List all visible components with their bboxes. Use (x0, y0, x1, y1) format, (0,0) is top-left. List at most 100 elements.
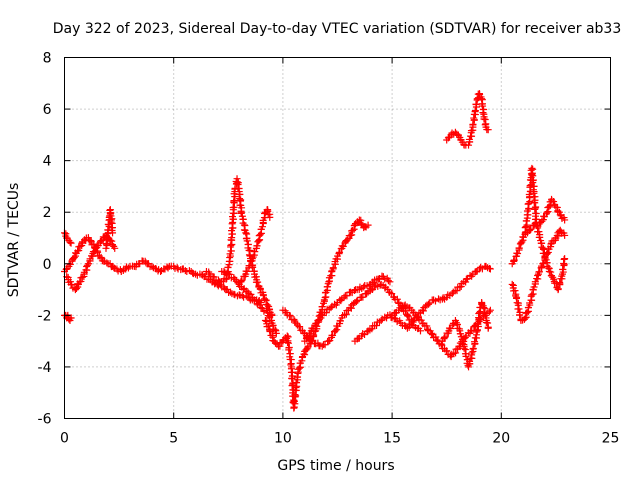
data-point (470, 114, 478, 122)
data-point (456, 330, 464, 338)
data-point (261, 317, 269, 325)
data-point (528, 171, 536, 179)
data-point (460, 344, 468, 352)
data-point (257, 304, 265, 312)
data-point (373, 322, 381, 330)
data-point (325, 337, 333, 345)
y-tick-label: 0 (43, 257, 52, 273)
data-point (124, 264, 132, 272)
data-point (386, 278, 394, 286)
data-point (242, 229, 250, 237)
x-tick-label: 20 (492, 431, 510, 447)
data-point (370, 279, 378, 287)
x-axis-label: GPS time / hours (277, 458, 394, 474)
x-tick-label: 25 (602, 431, 620, 447)
data-point (325, 278, 333, 286)
data-point (90, 247, 98, 255)
data-point (327, 304, 335, 312)
data-point (484, 319, 492, 327)
data-point (67, 314, 75, 322)
data-point (293, 373, 301, 381)
data-point (547, 268, 555, 276)
data-point (269, 321, 277, 329)
data-point (286, 312, 294, 320)
data-point (229, 213, 237, 221)
data-point (107, 218, 115, 226)
data-point (264, 301, 272, 309)
data-point (527, 225, 535, 233)
data-point (416, 327, 424, 335)
data-point (486, 306, 494, 314)
data-point (290, 403, 298, 411)
data-point (561, 216, 569, 224)
data-point (561, 255, 569, 263)
data-point (296, 323, 304, 331)
data-point (243, 237, 251, 245)
data-point (252, 296, 260, 304)
data-point (295, 364, 303, 372)
data-point (441, 333, 449, 341)
data-point (331, 327, 339, 335)
y-tick-label: 2 (43, 205, 52, 221)
y-tick-label: -4 (38, 360, 52, 376)
data-point (106, 209, 114, 217)
data-point (283, 332, 291, 340)
data-point (469, 344, 477, 352)
data-point (173, 264, 181, 272)
data-point (284, 338, 292, 346)
data-point (108, 237, 116, 245)
data-point (384, 277, 392, 285)
data-point (336, 248, 344, 256)
data-point (427, 329, 435, 337)
data-point (360, 283, 368, 291)
data-point (266, 213, 274, 221)
data-point (108, 241, 116, 249)
data-point (465, 363, 473, 371)
data-point (253, 242, 261, 250)
data-point (103, 259, 111, 267)
data-point (251, 248, 259, 256)
data-point (523, 309, 531, 317)
data-point (272, 329, 280, 337)
data-point (303, 334, 311, 342)
data-point (508, 280, 516, 288)
data-point (111, 244, 119, 252)
data-point (265, 305, 273, 313)
data-point (552, 279, 560, 287)
data-point (432, 333, 440, 341)
data-point (556, 279, 564, 287)
data-point (363, 290, 371, 298)
y-tick-label: 8 (43, 51, 52, 67)
data-point (404, 312, 412, 320)
data-point (510, 256, 518, 264)
data-point (559, 265, 567, 273)
data-point (322, 309, 330, 317)
data-point (550, 198, 558, 206)
data-point (471, 107, 479, 115)
data-point (261, 295, 269, 303)
data-point (403, 311, 411, 319)
x-tick-label: 0 (60, 431, 69, 447)
data-point (474, 320, 482, 328)
data-point (68, 281, 76, 289)
data-point (70, 254, 78, 262)
data-point (521, 314, 529, 322)
data-point (477, 263, 485, 271)
data-point (72, 284, 80, 292)
data-point (90, 240, 98, 248)
data-point (329, 331, 337, 339)
data-point (529, 179, 537, 187)
data-point (288, 382, 296, 390)
data-point (290, 315, 298, 323)
data-point (290, 397, 298, 405)
y-tick-label: -2 (38, 308, 52, 324)
data-point (535, 268, 543, 276)
data-point (433, 336, 441, 344)
data-point (453, 287, 461, 295)
data-point (285, 346, 293, 354)
data-point (446, 351, 454, 359)
x-tick-label: 15 (383, 431, 401, 447)
data-point (443, 347, 451, 355)
data-point (528, 291, 536, 299)
